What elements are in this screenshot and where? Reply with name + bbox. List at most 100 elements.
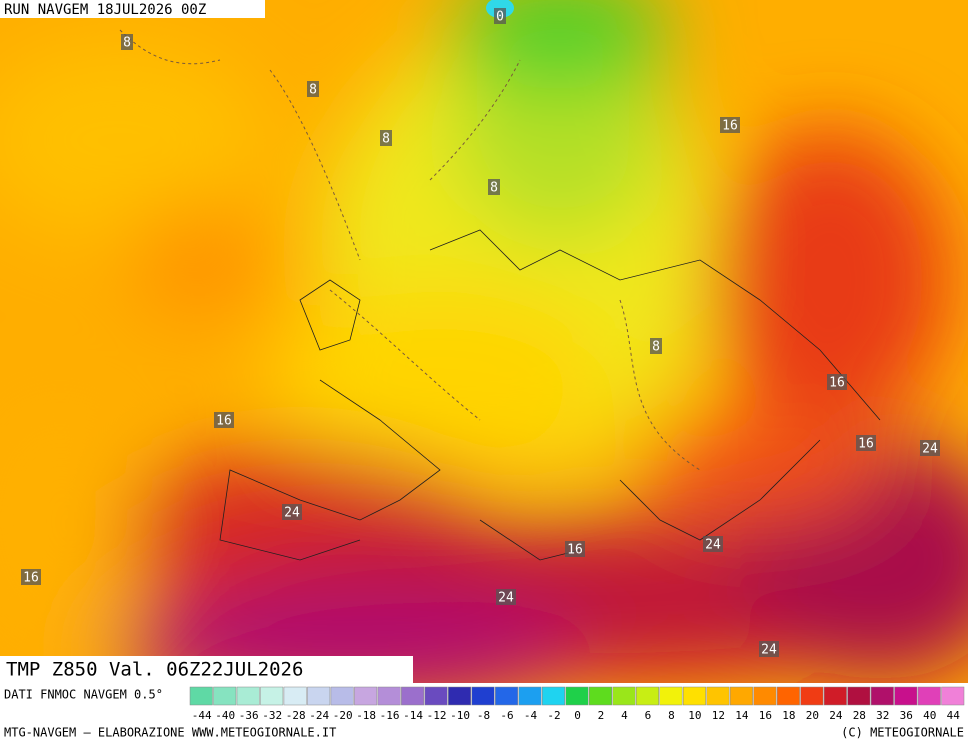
colorbar-tick-label: -40 xyxy=(215,709,235,722)
contour-label-box xyxy=(121,34,133,50)
colorbar-tick-label: 4 xyxy=(621,709,628,722)
colorbar-swatch xyxy=(588,686,612,706)
colorbar-tick-label: 8 xyxy=(668,709,675,722)
source-label: DATI FNMOC NAVGEM 0.5° xyxy=(4,688,163,702)
colorbar-swatch xyxy=(870,686,894,706)
contour-label: 16 xyxy=(23,571,39,586)
contour-label-box xyxy=(496,589,516,605)
colorbar-swatch xyxy=(682,686,706,706)
colorbar-swatch xyxy=(401,686,425,706)
colorbar-swatch xyxy=(894,686,918,706)
contour-label-box xyxy=(920,440,940,456)
colorbar-tick-label: 20 xyxy=(806,709,819,722)
colorbar-tick-label: 40 xyxy=(923,709,936,722)
colorbar-tick-label: 2 xyxy=(598,709,605,722)
contour-label-box xyxy=(488,179,500,195)
colorbar-tick-label: -2 xyxy=(547,709,560,722)
contour-label-box xyxy=(703,536,723,552)
colorbar-swatch xyxy=(612,686,636,706)
colorbar-swatch xyxy=(847,686,871,706)
contour-label-box xyxy=(307,81,319,97)
contour-label-box xyxy=(856,435,876,451)
contour-label-box xyxy=(282,504,302,520)
colorbar-tick-label: -20 xyxy=(333,709,353,722)
colorbar-tick-label: 10 xyxy=(688,709,701,722)
map-title: TMP Z850 Val. 06Z22JUL2026 xyxy=(6,659,303,681)
colorbar-swatch xyxy=(823,686,847,706)
contour-label-box xyxy=(759,641,779,657)
contour-label: 8 xyxy=(309,83,317,98)
colorbar-swatch xyxy=(800,686,824,706)
contour-label: 8 xyxy=(490,181,498,196)
colorbar-tick-label: 32 xyxy=(876,709,889,722)
colorbar-tick-label: 44 xyxy=(947,709,961,722)
colorbar-tick-label: 18 xyxy=(782,709,795,722)
colorbar-swatch xyxy=(941,686,965,706)
colorbar-tick-label: 0 xyxy=(574,709,581,722)
contour-label: 24 xyxy=(284,506,300,521)
colorbar-tick-label: -16 xyxy=(380,709,400,722)
colorbar-swatch xyxy=(659,686,683,706)
colorbar-swatch xyxy=(495,686,519,706)
colorbar-tick-label: -36 xyxy=(239,709,259,722)
contour-label-box xyxy=(21,569,41,585)
colorbar-swatch xyxy=(542,686,566,706)
colorbar-swatch xyxy=(448,686,472,706)
contour-label-box xyxy=(827,374,847,390)
colorbar-swatch xyxy=(283,686,307,706)
colorbar-swatch xyxy=(471,686,495,706)
colorbar-swatch xyxy=(635,686,659,706)
colorbar-swatch xyxy=(706,686,730,706)
contour-label: 16 xyxy=(829,376,845,391)
credit-label: MTG-NAVGEM — ELABORAZIONE WWW.METEOGIORN… xyxy=(4,726,336,740)
contour-label-box xyxy=(380,130,392,146)
colorbar-swatch xyxy=(213,686,237,706)
colorbar-tick-label: -14 xyxy=(403,709,423,722)
colorbar-tick-label: -4 xyxy=(524,709,538,722)
contour-label-box xyxy=(214,412,234,428)
contour-label: 8 xyxy=(123,36,131,51)
colorbar-tick-label: -28 xyxy=(286,709,306,722)
header-box xyxy=(0,0,265,18)
copyright-label: (C) METEOGIORNALE xyxy=(841,726,964,740)
contour-label: 24 xyxy=(705,538,721,553)
colorbar-swatch xyxy=(565,686,589,706)
colorbar-swatch xyxy=(377,686,401,706)
contour-label: 24 xyxy=(498,591,514,606)
colorbar-swatch xyxy=(307,686,331,706)
colorbar-tick-label: -44 xyxy=(192,709,212,722)
colorbar-swatch xyxy=(330,686,354,706)
colorbar-swatch xyxy=(236,686,260,706)
coastline xyxy=(219,229,881,561)
colorbar-swatch xyxy=(189,686,213,706)
contour-label: 16 xyxy=(567,543,583,558)
temperature-field xyxy=(0,0,968,683)
colorbar-swatch xyxy=(260,686,284,706)
contour-label: 8 xyxy=(652,340,660,355)
contour-label: 16 xyxy=(858,437,874,452)
contour-label: 24 xyxy=(922,442,938,457)
colorbar-swatch xyxy=(917,686,941,706)
colorbar-swatch xyxy=(776,686,800,706)
colorbar-tick-label: 14 xyxy=(735,709,749,722)
colorbar-tick-label: 28 xyxy=(853,709,866,722)
isotherm xyxy=(119,29,701,471)
title-box xyxy=(0,656,413,684)
contour-label: 16 xyxy=(216,414,232,429)
colorbar-tick-label: -32 xyxy=(262,709,282,722)
colorbar-tick-label: -10 xyxy=(450,709,470,722)
contour-label: 24 xyxy=(761,643,777,658)
colorbar-tick-label: 36 xyxy=(900,709,913,722)
colorbar-swatch xyxy=(424,686,448,706)
colorbar-tick-label: -12 xyxy=(427,709,447,722)
contour-label-box xyxy=(565,541,585,557)
run-label: RUN NAVGEM 18JUL2026 00Z xyxy=(4,2,206,18)
colorbar-tick-label: 12 xyxy=(712,709,725,722)
colorbar-tick-label: -8 xyxy=(477,709,490,722)
contour-label: 8 xyxy=(382,132,390,147)
colorbar-swatch xyxy=(753,686,777,706)
contour-label-box xyxy=(494,8,506,24)
colorbar-tick-label: -18 xyxy=(356,709,376,722)
colorbar-swatch xyxy=(729,686,753,706)
